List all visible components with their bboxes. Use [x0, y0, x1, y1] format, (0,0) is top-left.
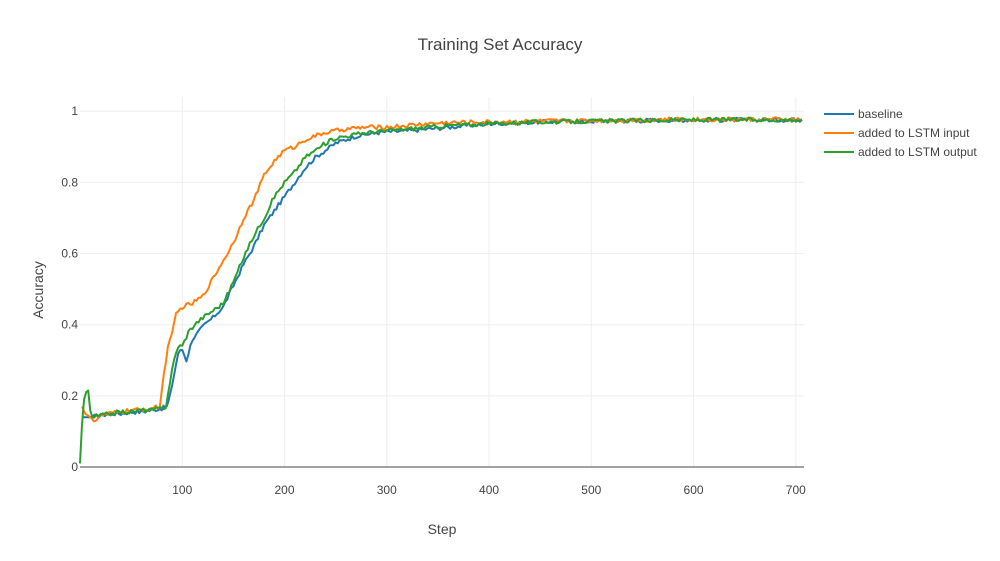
series-line-added-to-lstm-input[interactable]	[81, 116, 803, 423]
x-tick-label: 100	[172, 483, 192, 497]
legend-label: baseline	[858, 107, 903, 121]
y-axis: 0 0.2 0.4 0.6 0.8 1	[61, 104, 78, 474]
legend[interactable]: baseline added to LSTM input added to LSTM…	[824, 107, 977, 159]
x-tick-label: 700	[786, 483, 806, 497]
legend-item[interactable]: added to LSTM output	[824, 145, 977, 159]
x-axis-title: Step	[428, 521, 457, 537]
y-axis-title: Accuracy	[30, 261, 46, 319]
legend-label: added to LSTM input	[858, 126, 970, 140]
x-tick-label: 600	[684, 483, 704, 497]
x-tick-label: 200	[275, 483, 295, 497]
legend-label: added to LSTM output	[858, 145, 977, 159]
x-tick-label: 300	[377, 483, 397, 497]
y-tick-label: 0.8	[61, 175, 78, 189]
x-axis: 100 200 300 400 500 600 700	[172, 483, 806, 497]
x-tick-label: 400	[479, 483, 499, 497]
y-tick-label: 0.6	[61, 247, 78, 261]
y-tick-label: 1	[71, 104, 78, 118]
y-tick-label: 0.4	[61, 318, 78, 332]
y-tick-label: 0	[71, 460, 78, 474]
series-line-added-to-lstm-output[interactable]	[79, 116, 803, 464]
x-tick-label: 500	[581, 483, 601, 497]
legend-item[interactable]: baseline	[824, 107, 903, 121]
chart-title: Training Set Accuracy	[418, 35, 583, 54]
plot-area	[79, 116, 804, 468]
grid	[80, 97, 804, 467]
y-tick-label: 0.2	[61, 389, 78, 403]
legend-item[interactable]: added to LSTM input	[824, 126, 970, 140]
